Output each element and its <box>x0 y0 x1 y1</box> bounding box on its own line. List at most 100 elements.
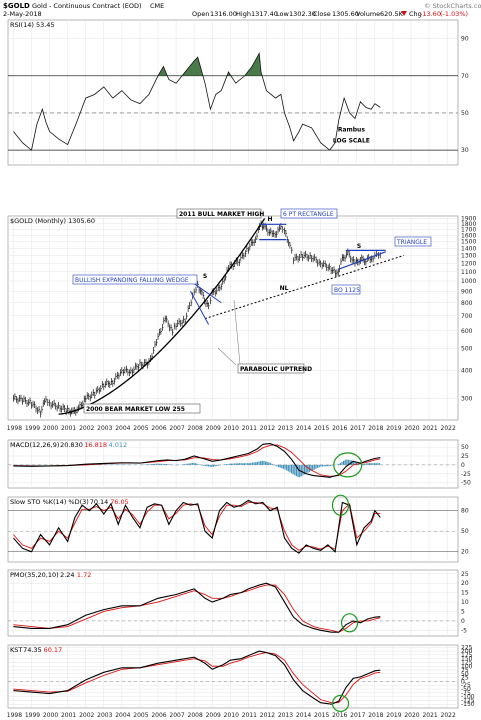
close-value: 1305.60 <box>332 10 359 18</box>
y-tick-label: 50 <box>461 110 469 117</box>
x-tick-label: 2013 <box>278 712 293 719</box>
wedge-upper <box>190 280 222 304</box>
legend-value-2: 60.17 <box>44 646 63 654</box>
y-tick-label: 30 <box>461 147 469 154</box>
y-tick-label: 225 <box>461 644 473 651</box>
y-tick-label: 0 <box>461 678 465 685</box>
low-value: 1302.30 <box>289 10 316 18</box>
y-tick-label: 1800 <box>461 221 476 228</box>
x-tick-label: 2011 <box>242 712 257 719</box>
open-value: 1316.00 <box>210 10 237 18</box>
legend-value-2: 76.05 <box>110 498 129 506</box>
symbol: $GOLD <box>3 2 30 10</box>
x-tick-label: 2005 <box>133 712 148 719</box>
volume-label: Volume <box>356 10 380 18</box>
x-tick-label: 2001 <box>61 425 76 432</box>
x-tick-label: 2009 <box>206 425 221 432</box>
legend-value-1: 70.14 <box>90 498 109 506</box>
x-tick-label: 2014 <box>296 425 311 432</box>
chart-date: 2-May-2018 <box>3 10 42 18</box>
x-tick-label: 2013 <box>278 425 293 432</box>
panel-legend: $GOLD (Monthly) 1305.60 <box>10 217 95 225</box>
watermark: © StockCharts.com <box>424 2 481 10</box>
panel-frame <box>7 569 459 637</box>
y-tick-label: 0 <box>461 618 465 625</box>
x-tick-label: 2003 <box>97 712 112 719</box>
annotation-wedge-box <box>72 274 198 285</box>
annotation-bull-market-high: 2011 BULL MARKET HIGH <box>179 211 264 218</box>
x-tick-label: 2009 <box>206 712 221 719</box>
rsi-annotation: Rambus <box>338 127 365 134</box>
signal-line <box>13 502 381 551</box>
y-tick-label: 300 <box>461 395 473 402</box>
x-tick-label: 2021 <box>422 712 437 719</box>
y-tick-label: 1000 <box>461 278 476 285</box>
y-tick-label: 700 <box>461 313 473 320</box>
y-tick-label: 50 <box>461 444 469 451</box>
x-tick-label: 2018 <box>368 712 383 719</box>
x-tick-label: 2019 <box>386 425 401 432</box>
y-tick-label: 75 <box>461 667 469 674</box>
x-tick-label: 2022 <box>441 425 456 432</box>
x-tick-label: 2020 <box>404 425 419 432</box>
chg-label: Chg <box>409 10 422 18</box>
pointer-line <box>233 299 241 365</box>
y-tick-label: 15 <box>461 590 469 597</box>
y-tick-label: 800 <box>461 300 473 307</box>
x-tick-label: 2012 <box>260 712 275 719</box>
annotation-bear-low-box <box>83 403 201 414</box>
y-tick-label: 1600 <box>461 232 476 239</box>
x-tick-label: 2015 <box>314 425 329 432</box>
y-tick-label: 0 <box>461 462 465 469</box>
y-tick-label: -150 <box>461 701 475 708</box>
x-tick-label: 2006 <box>151 425 166 432</box>
annotation-wedge: BULLISH EXPANDING FALLING WEDGE <box>75 277 189 284</box>
x-tick-label: 2022 <box>441 712 456 719</box>
parabolic-uptrend-curve <box>58 218 266 415</box>
x-tick-label: 1999 <box>25 425 40 432</box>
y-tick-label: 80 <box>461 508 469 515</box>
high-value: 1317.40 <box>251 10 278 18</box>
y-tick-label: 1100 <box>461 269 476 276</box>
x-tick-label: 2004 <box>115 425 130 432</box>
indicator-line <box>13 442 381 478</box>
signal-line <box>13 584 381 633</box>
chg-percent: (-1.03%) <box>440 10 468 18</box>
annotation-breakout: BO 1125 <box>334 287 360 294</box>
y-tick-label: -25 <box>461 682 471 689</box>
highlight-circle <box>340 613 359 633</box>
y-tick-label: 25 <box>461 453 469 460</box>
x-tick-label: 2005 <box>133 425 148 432</box>
x-tick-label: 2017 <box>350 712 365 719</box>
x-tick-label: 2000 <box>43 425 58 432</box>
annotation-s-right: S <box>357 243 361 250</box>
x-tick-label: 2010 <box>224 712 239 719</box>
x-tick-label: 2019 <box>386 712 401 719</box>
annotation-rectangle: 6 PT RECTANGLE <box>283 211 334 218</box>
indicator-line <box>13 499 381 554</box>
panel-price: 300 400 500 600 700 800 900 1000 1100 12001300140… <box>7 208 476 432</box>
x-tick-label: 2010 <box>224 425 239 432</box>
y-tick-label: -75 <box>461 690 471 697</box>
annotation-breakout-box <box>331 284 361 295</box>
y-tick-label: 900 <box>461 288 473 295</box>
y-tick-label: 50 <box>461 528 469 535</box>
y-tick-label: 20 <box>461 580 469 587</box>
legend-value-1: 20.830 <box>60 441 83 449</box>
x-tick-label: 2001 <box>61 712 76 719</box>
pointer-line <box>217 347 237 366</box>
triangle-bottom <box>338 251 386 270</box>
signal-line <box>13 444 381 477</box>
x-tick-label: 2014 <box>296 712 311 719</box>
panel-legend-label: PMO(35,20,10) <box>10 571 59 579</box>
y-tick-label: 25 <box>461 675 469 682</box>
exchange: CME <box>150 2 164 10</box>
annotation-bear-low: 2000 BEAR MARKET LOW 255 <box>86 406 185 413</box>
x-tick-label: 2008 <box>188 712 203 719</box>
panel-legend-label: MACD(12,26,9) <box>10 441 59 449</box>
legend-value-2: 16.818 <box>84 441 107 449</box>
highlight-circle <box>331 694 350 713</box>
legend-value-2: 1.72 <box>77 571 91 579</box>
y-tick-label: 500 <box>461 346 473 353</box>
